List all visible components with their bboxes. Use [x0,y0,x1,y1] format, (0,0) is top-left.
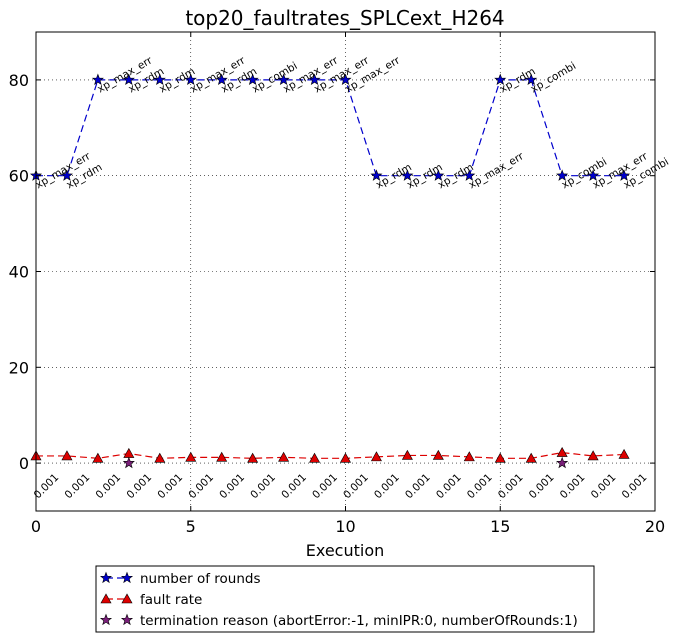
rate-label: 0.001 [558,471,588,501]
series-lines [36,79,625,459]
legend-label: number of rounds [140,571,261,587]
rounds-point [153,73,166,86]
fault-rate-point [432,449,444,460]
x-tick-label: 15 [490,517,510,536]
legend: number of rounds fault rate termination re… [95,565,595,633]
rounds-point [339,73,352,86]
fault-rate-point [185,451,197,462]
rounds-point [246,73,259,86]
fault-rate-point [309,452,321,463]
legend-label: fault rate [140,592,202,608]
legend-frame [95,565,595,633]
rounds-point [308,73,321,86]
rounds-point [122,73,135,86]
rounds-point [587,169,600,181]
fault-rate-point [123,447,135,458]
rounds-point [401,169,414,181]
rate-label: 0.001 [279,471,309,501]
rate-label: 0.001 [124,471,154,501]
legend-marker [120,571,134,584]
y-tick-label: 40 [9,263,29,282]
rounds-point [60,169,73,181]
rounds-point [463,169,476,181]
rate-label: 0.001 [341,471,371,501]
legend-marker [99,613,113,626]
termination-point [556,456,569,469]
fault-rate-point [618,448,630,459]
rate-label: 0.001 [589,471,619,501]
rounds-point [618,169,631,181]
rounds-point [432,169,445,181]
legend-marker [99,571,113,584]
rounds-point [184,73,197,86]
point-label: xp_combi [529,60,578,95]
rate-label: 0.001 [155,471,185,501]
series-line [36,79,625,177]
rounds-point [494,73,507,86]
fault-rate-point [401,449,413,460]
x-tick-label: 10 [335,517,355,536]
y-tick-label: 80 [9,71,29,90]
point-label: xp_max_err [467,150,527,191]
rate-label: 0.001 [372,471,402,501]
x-tick-label: 20 [645,517,665,536]
y-tick-label: 0 [19,454,29,473]
fault-rate-point [154,452,166,463]
y-tick-label: 60 [9,167,29,186]
rate-label: 0.001 [620,471,650,501]
fault-rate-point [61,450,73,461]
grid-lines [36,32,655,511]
rate-label: 0.001 [465,471,495,501]
rate-label: 0.001 [186,471,216,501]
rate-label: 0.001 [434,471,464,501]
axis-ticks: 0 5 10 15 20 0 20 40 60 80 [9,32,665,536]
rounds-point [370,169,383,181]
fault-rate-point [247,452,259,463]
rate-label: 0.001 [403,471,433,501]
fault-rate-point [339,452,352,463]
rate-label: 0.001 [310,471,340,501]
rounds-point [215,73,228,86]
legend-marker [120,613,134,626]
rounds-point [556,169,569,181]
rate-labels: 0.001 0.001 0.001 0.001 0.001 0.001 0.001 0.001… [32,471,650,501]
x-axis-label: Execution [306,541,385,560]
termination-point [122,456,135,469]
rounds-point [277,73,290,86]
legend-label: termination reason (abortError:-1, minIP… [140,613,578,629]
fault-rate-point [525,452,537,463]
fault-rate-point [587,450,599,461]
x-tick-label: 0 [31,517,41,536]
rate-label: 0.001 [248,471,278,501]
rate-label: 0.001 [217,471,247,501]
legend-marker [100,593,112,604]
fault-rate-point [278,451,290,462]
rate-label: 0.001 [94,471,124,501]
rate-label: 0.001 [496,471,526,501]
fault-rate-point [463,451,475,462]
x-tick-label: 5 [186,517,196,536]
markers [29,73,631,469]
fault-rate-point [370,451,382,462]
rounds-point [525,73,538,86]
rounds-point [91,73,104,86]
rate-label: 0.001 [527,471,557,501]
fault-rate-point [556,446,568,457]
rate-label: 0.001 [63,471,93,501]
chart-title: top20_faultrates_SPLCext_H264 [185,6,504,30]
y-tick-label: 20 [9,358,29,377]
fault-rate-point [92,452,104,463]
fault-rate-point [494,452,506,463]
fault-rate-point [216,451,228,462]
legend-marker [121,593,133,604]
